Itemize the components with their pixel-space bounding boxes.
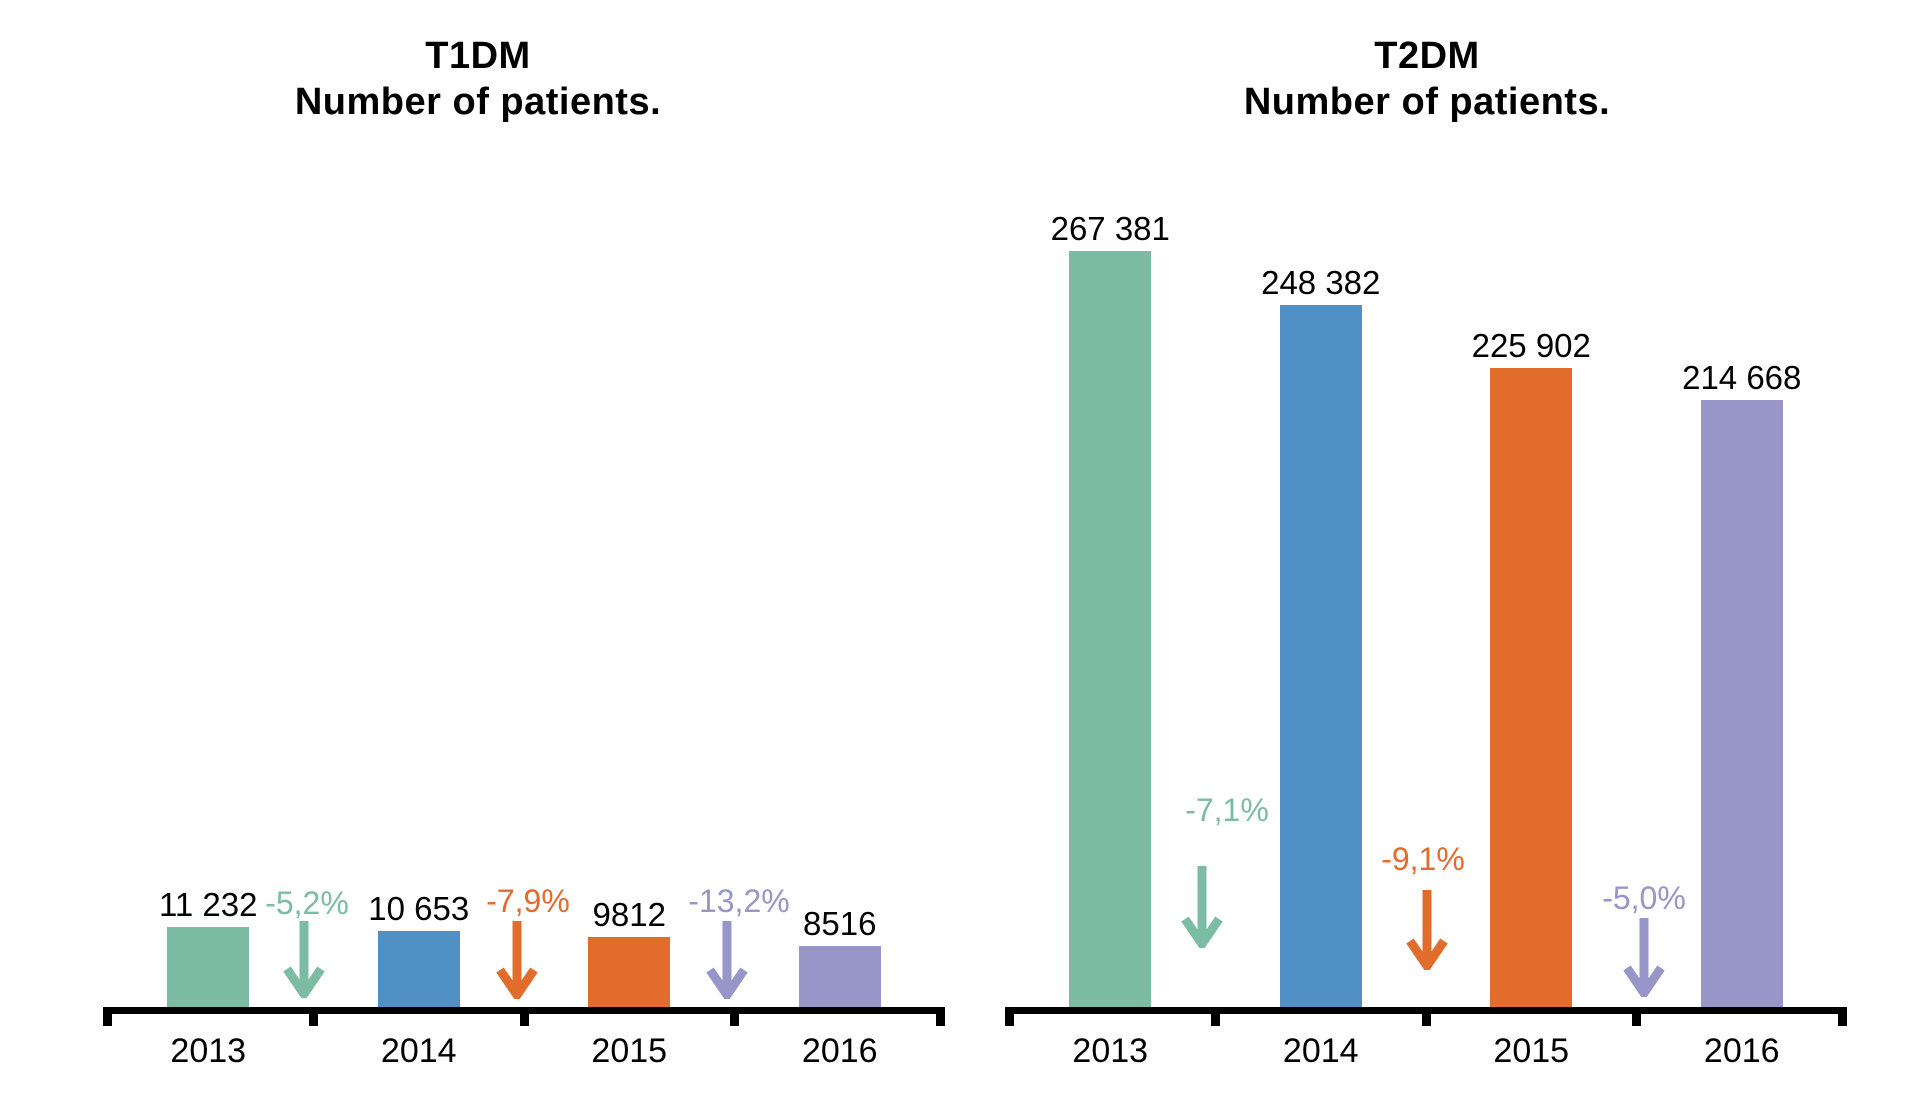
t1dm-down-arrow-icon-2 (706, 921, 748, 999)
t2dm-year-label-2016: 2016 (1703, 1032, 1780, 1070)
t1dm-title-line2: Number of patients. (294, 81, 662, 123)
t2dm-value-label-2015: 225 902 (1471, 327, 1591, 364)
t1dm-pct-label-1: -7,9% (486, 883, 570, 919)
t1dm-value-label-2013: 11 232 (159, 886, 258, 923)
t2dm-bar-2015 (1490, 368, 1573, 1007)
t1dm-pct-label-0: -5,2% (265, 885, 349, 921)
t1dm-year-label-2014: 2014 (380, 1032, 457, 1070)
t2dm-down-arrow-icon-1 (1406, 890, 1448, 970)
t2dm-axis-tick (1211, 1007, 1220, 1026)
t2dm-chart-title: T2DM Number of patients. (1244, 33, 1610, 125)
t1dm-down-arrow-icon-1 (496, 921, 538, 999)
t2dm-down-arrow-icon-0 (1181, 866, 1223, 948)
t2dm-value-label-2014: 248 382 (1261, 264, 1381, 301)
t1dm-axis-tick (309, 1007, 318, 1026)
t1dm-value-label-2016: 8516 (803, 905, 877, 942)
t1dm-year-label-2013: 2013 (170, 1032, 247, 1070)
t2dm-down-arrow-icon-2 (1623, 918, 1665, 997)
t2dm-value-label-2016: 214 668 (1682, 359, 1802, 396)
t1dm-year-label-2016: 2016 (801, 1032, 878, 1070)
t1dm-axis-tick (103, 1007, 112, 1026)
t1dm-bar-2013 (167, 927, 250, 1007)
t2dm-bar-2014 (1279, 305, 1362, 1007)
t1dm-chart-title: T1DM Number of patients. (295, 33, 661, 125)
t2dm-pct-label-0: -7,1% (1185, 792, 1269, 828)
t2dm-axis-tick (1421, 1007, 1431, 1026)
t2dm-bar-2013 (1069, 251, 1152, 1007)
t1dm-axis-tick (519, 1007, 529, 1026)
t2dm-year-label-2013: 2013 (1072, 1032, 1149, 1070)
t1dm-bar-2015 (588, 937, 671, 1007)
t1dm-year-label-2015: 2015 (591, 1032, 668, 1070)
t2dm-axis-tick (1838, 1007, 1847, 1026)
t1dm-pct-label-2: -13,2% (688, 883, 790, 919)
t1dm-axis-tick (730, 1007, 739, 1026)
t2dm-year-label-2015: 2015 (1493, 1032, 1570, 1070)
t1dm-axis-tick (936, 1007, 945, 1026)
t1dm-bar-2014 (377, 931, 460, 1007)
t2dm-value-label-2013: 267 381 (1050, 210, 1170, 247)
t2dm-year-label-2014: 2014 (1282, 1032, 1359, 1070)
t2dm-pct-label-2: -5,0% (1602, 880, 1686, 916)
t1dm-value-label-2014: 10 653 (368, 890, 470, 927)
t1dm-value-label-2015: 9812 (592, 896, 666, 933)
t1dm-bar-2016 (798, 946, 881, 1007)
t1dm-title-line1: T1DM (425, 35, 531, 77)
t2dm-bar-2016 (1700, 400, 1783, 1007)
t2dm-title-line1: T2DM (1374, 35, 1480, 77)
t2dm-axis-tick (1632, 1007, 1641, 1026)
t2dm-axis-tick (1005, 1007, 1014, 1026)
t2dm-title-line2: Number of patients. (1243, 81, 1611, 123)
t2dm-pct-label-1: -9,1% (1381, 841, 1465, 877)
t1dm-down-arrow-icon-0 (283, 921, 325, 998)
